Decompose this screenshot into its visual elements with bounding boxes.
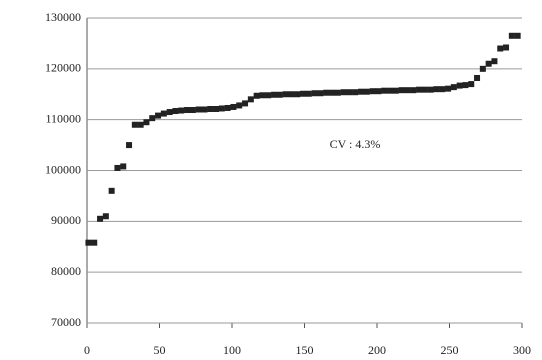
point (300, 90, 307, 97)
point (410, 87, 417, 94)
x-tick-label: 100 (223, 343, 241, 357)
point (247, 96, 254, 103)
point (508, 32, 515, 39)
point (259, 92, 266, 99)
point (120, 163, 127, 170)
point (317, 90, 324, 97)
point (479, 65, 486, 72)
point (514, 32, 521, 39)
point (369, 88, 376, 95)
point (242, 100, 249, 107)
point (433, 86, 440, 93)
point (114, 164, 121, 171)
point (85, 239, 92, 246)
point (497, 45, 504, 52)
point (404, 87, 411, 94)
y-tick-label: 70000 (51, 315, 81, 329)
point (126, 142, 133, 149)
point (416, 86, 423, 93)
point (137, 121, 144, 128)
x-tick-label: 0 (84, 343, 90, 357)
point (456, 82, 463, 89)
point (97, 215, 104, 222)
point (131, 121, 138, 128)
point (91, 239, 98, 246)
point (358, 88, 365, 95)
point (468, 81, 475, 88)
point (439, 86, 446, 93)
point (288, 91, 295, 98)
point (149, 115, 156, 122)
point (305, 90, 312, 97)
point (491, 58, 498, 65)
point (178, 107, 185, 114)
point (253, 92, 260, 99)
x-tick-label: 50 (154, 343, 166, 357)
point (160, 110, 167, 117)
point (189, 107, 196, 114)
point (450, 84, 457, 91)
point (462, 82, 469, 89)
x-tick-label: 200 (368, 343, 386, 357)
point (143, 119, 150, 126)
point (294, 91, 301, 98)
point (108, 187, 115, 194)
point (392, 87, 399, 94)
point (474, 74, 481, 81)
y-tick-label: 120000 (45, 61, 81, 75)
point (503, 44, 510, 51)
x-tick-label: 250 (441, 343, 459, 357)
point (311, 90, 318, 97)
point (346, 89, 353, 96)
point (230, 103, 237, 110)
point (387, 87, 394, 94)
y-tick-label: 80000 (51, 264, 81, 278)
point (271, 91, 278, 98)
point (224, 104, 231, 111)
point (166, 109, 173, 116)
point (172, 108, 179, 115)
point (213, 105, 220, 112)
point (155, 112, 162, 119)
y-tick-label: 100000 (45, 162, 81, 176)
point (265, 92, 272, 99)
x-tick-label: 150 (296, 343, 314, 357)
point (184, 107, 191, 114)
point (201, 106, 208, 113)
point (340, 89, 347, 96)
point (218, 105, 225, 112)
point (207, 105, 214, 112)
point (323, 89, 330, 96)
x-tick-label: 300 (513, 343, 531, 357)
point (334, 89, 341, 96)
point (421, 86, 428, 93)
point (363, 88, 370, 95)
point (352, 89, 359, 96)
y-tick-label: 130000 (45, 10, 81, 24)
point (102, 213, 109, 220)
annotation: CV : 4.3% (330, 137, 381, 151)
point (485, 60, 492, 67)
point (375, 88, 382, 95)
point (445, 85, 452, 92)
y-tick-label: 110000 (45, 111, 81, 125)
point (398, 87, 405, 94)
y-tick-label: 90000 (51, 213, 81, 227)
point (427, 86, 434, 93)
point (381, 87, 388, 94)
point (236, 102, 243, 109)
point (329, 89, 336, 96)
point (195, 106, 202, 113)
point (282, 91, 289, 98)
point (276, 91, 283, 98)
